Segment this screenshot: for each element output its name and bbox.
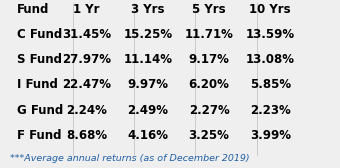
Text: 13.08%: 13.08%	[246, 53, 295, 66]
Text: S Fund: S Fund	[17, 53, 62, 66]
Text: 8.68%: 8.68%	[66, 129, 107, 142]
Text: 31.45%: 31.45%	[62, 28, 111, 41]
Text: 27.97%: 27.97%	[62, 53, 111, 66]
Text: 15.25%: 15.25%	[123, 28, 172, 41]
Text: 9.97%: 9.97%	[128, 78, 168, 91]
Text: 10 Yrs: 10 Yrs	[250, 3, 291, 16]
Text: ***Average annual returns (as of December 2019): ***Average annual returns (as of Decembe…	[10, 154, 250, 163]
Text: 3.99%: 3.99%	[250, 129, 291, 142]
Text: 11.14%: 11.14%	[123, 53, 172, 66]
Text: 2.23%: 2.23%	[250, 103, 291, 117]
Text: 9.17%: 9.17%	[189, 53, 230, 66]
Text: G Fund: G Fund	[17, 103, 63, 117]
Text: 22.47%: 22.47%	[62, 78, 111, 91]
Text: 3.25%: 3.25%	[189, 129, 230, 142]
Text: 5.85%: 5.85%	[250, 78, 291, 91]
Text: 3 Yrs: 3 Yrs	[131, 3, 165, 16]
Text: 2.27%: 2.27%	[189, 103, 230, 117]
Text: 2.49%: 2.49%	[128, 103, 168, 117]
Text: F Fund: F Fund	[17, 129, 62, 142]
Text: I Fund: I Fund	[17, 78, 58, 91]
Text: C Fund: C Fund	[17, 28, 62, 41]
Text: 1 Yr: 1 Yr	[73, 3, 100, 16]
Text: 2.24%: 2.24%	[66, 103, 107, 117]
Text: 11.71%: 11.71%	[185, 28, 234, 41]
Text: Fund: Fund	[17, 3, 49, 16]
Text: 13.59%: 13.59%	[246, 28, 295, 41]
Text: 6.20%: 6.20%	[189, 78, 230, 91]
Text: 4.16%: 4.16%	[128, 129, 168, 142]
Text: 5 Yrs: 5 Yrs	[192, 3, 226, 16]
